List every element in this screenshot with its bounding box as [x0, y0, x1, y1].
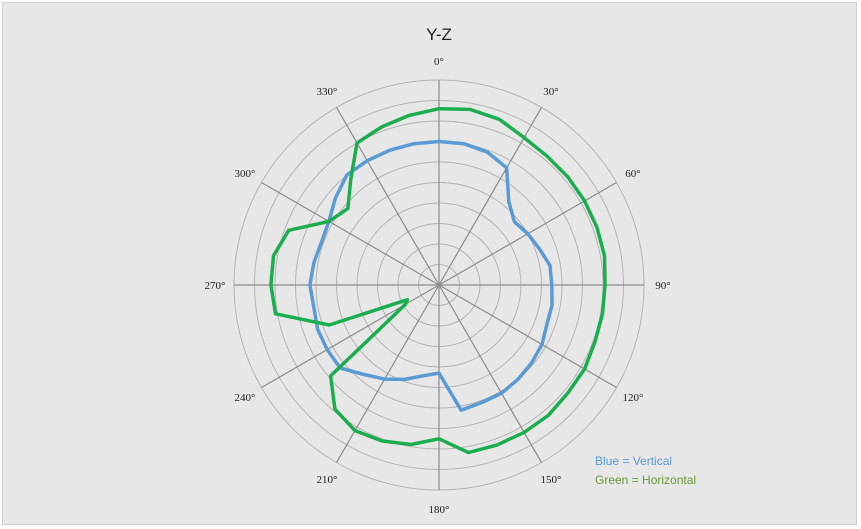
grid-spoke	[261, 284, 440, 389]
legend-horizontal: Green = Horizontal	[595, 473, 696, 487]
angle-label: 180°	[429, 504, 450, 516]
grid-spoke	[438, 107, 543, 286]
series-vertical-line	[308, 139, 554, 412]
angle-labels: 0° 30° 60° 90° 120° 150° 180° 210° 240° 270° 300° 3…	[205, 56, 671, 516]
angle-label: 150°	[541, 474, 562, 486]
angle-label: 0°	[434, 56, 444, 68]
grid-spoke	[438, 284, 543, 463]
angle-label: 240°	[235, 392, 256, 404]
series-group	[269, 106, 607, 455]
grid-spoke	[335, 107, 440, 286]
angle-label: 60°	[625, 168, 640, 180]
polar-chart: Y-Z 0° 30° 60° 90° 120° 150° 180° 210° 240° 270° 3…	[205, 25, 697, 516]
angle-label: 270°	[205, 280, 226, 292]
legend: Blue = Vertical Green = Horizontal	[595, 454, 696, 487]
polar-grid	[233, 79, 645, 491]
angle-label: 120°	[623, 392, 644, 404]
angle-label: 300°	[235, 168, 256, 180]
angle-label: 330°	[317, 86, 338, 98]
series-horizontal-line	[269, 106, 607, 455]
legend-vertical: Blue = Vertical	[595, 454, 672, 468]
grid-spoke	[438, 284, 617, 389]
grid-spoke	[261, 181, 440, 286]
angle-label: 90°	[655, 280, 670, 292]
chart-title: Y-Z	[426, 25, 452, 44]
angle-label: 210°	[317, 474, 338, 486]
angle-label: 30°	[543, 86, 558, 98]
grid-spoke	[335, 284, 440, 463]
